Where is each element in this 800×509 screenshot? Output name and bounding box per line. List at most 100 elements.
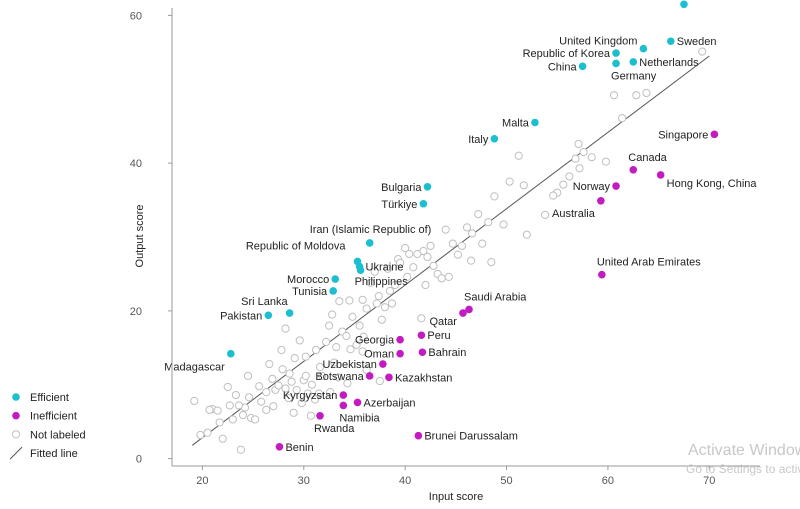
inefficient-label-kyrgyzstan: Kyrgyzstan bbox=[283, 390, 337, 402]
unlabeled-point bbox=[231, 390, 240, 400]
unlabeled-point bbox=[218, 434, 227, 443]
unlabeled-point bbox=[251, 415, 260, 424]
unlabeled-point bbox=[358, 347, 367, 356]
unlabeled-point bbox=[290, 354, 299, 363]
efficient-point-netherlands bbox=[629, 58, 638, 66]
inefficient-point-namibia bbox=[339, 401, 348, 410]
legend: Efficient Inefficient Not labeled Fitted li… bbox=[9, 392, 86, 460]
unlabeled-point bbox=[362, 304, 371, 313]
unlabeled-point bbox=[540, 210, 550, 219]
unlabeled-point bbox=[437, 274, 446, 283]
inefficient-point-benin bbox=[275, 442, 284, 451]
unlabeled-point bbox=[490, 192, 499, 201]
unlabeled-point bbox=[190, 396, 199, 406]
unlabeled-point bbox=[574, 139, 583, 149]
legend-label-not-labeled: Not labeled bbox=[30, 429, 86, 441]
unlabeled-point bbox=[244, 393, 254, 402]
inefficient-point-hong-kong-china bbox=[656, 171, 665, 179]
inefficient-point-kazakhstan bbox=[385, 373, 393, 382]
legend-marker-efficient bbox=[12, 393, 20, 401]
unlabeled-point bbox=[292, 385, 301, 395]
unlabeled-point bbox=[401, 243, 410, 253]
efficient-label-philippines: Philippines bbox=[355, 276, 409, 288]
efficient-label-republic-of-korea: Republic of Korea bbox=[523, 48, 611, 60]
unlabeled-point bbox=[284, 393, 293, 403]
efficient-label-sweden: Sweden bbox=[677, 36, 717, 48]
inefficient-point-rwanda bbox=[316, 411, 324, 420]
unlabeled-point bbox=[265, 359, 274, 369]
inefficient-point-qatar bbox=[459, 309, 467, 317]
unlabeled-point bbox=[317, 371, 327, 380]
unlabeled-point bbox=[321, 337, 331, 346]
unlabeled-point bbox=[223, 382, 232, 392]
unlabeled-point bbox=[203, 428, 212, 437]
unlabeled-point bbox=[213, 406, 222, 415]
inefficient-label-oman: Oman bbox=[364, 349, 394, 361]
inefficient-point-saudi-arabia bbox=[465, 305, 473, 314]
unlabeled-point bbox=[387, 299, 397, 308]
inefficient-label-united-arab-emirates: United Arab Emirates bbox=[597, 257, 701, 269]
unlabeled-point bbox=[285, 369, 294, 378]
inefficient-point-united-arab-emirates bbox=[598, 270, 606, 279]
inefficient-label-botswana: Botswana bbox=[315, 371, 364, 383]
unlabeled-point bbox=[372, 299, 381, 308]
efficient-point-malta bbox=[531, 118, 539, 127]
unlabeled-point bbox=[325, 321, 334, 330]
unlabeled-point bbox=[287, 377, 296, 386]
inefficient-points: Singapore Canada Hong Kong, China Norway Aus… bbox=[275, 129, 757, 454]
unlabeled-point bbox=[268, 374, 277, 383]
unlabeled-point bbox=[374, 291, 383, 301]
efficient-label-sri-lanka: Sri Lanka bbox=[241, 296, 288, 308]
unlabeled-point bbox=[236, 445, 246, 454]
unlabeled-point bbox=[314, 389, 324, 398]
unlabeled-point bbox=[297, 399, 306, 408]
efficient-point-sri-lanka bbox=[285, 309, 294, 317]
inefficient-label-canada: Canada bbox=[628, 152, 667, 164]
unlabeled-point bbox=[262, 405, 271, 414]
inefficient-point-brunei-darussalam bbox=[414, 431, 423, 440]
unlabeled-point bbox=[330, 358, 339, 367]
unlabeled-point bbox=[262, 388, 271, 397]
efficient-point-morocco bbox=[331, 275, 340, 283]
unlabeled-point bbox=[478, 239, 487, 248]
efficient-label-republic-of-moldova: Republic of Moldova bbox=[246, 240, 347, 252]
unlabeled-point bbox=[462, 223, 472, 232]
unlabeled-point bbox=[301, 371, 310, 380]
inefficient-point-norway bbox=[612, 182, 620, 190]
unlabeled-point bbox=[609, 91, 619, 100]
unlabeled-point bbox=[342, 331, 351, 341]
x-tick-label: 50 bbox=[500, 475, 512, 487]
efficient-points: SwitzerlandSwedenUnited KingdomRepublic … bbox=[164, 0, 717, 374]
unlabeled-point bbox=[225, 401, 234, 410]
inefficient-point-oman bbox=[396, 349, 404, 358]
efficient-point-iran-islamic-republic-of bbox=[365, 239, 374, 247]
unlabeled-point bbox=[362, 365, 371, 375]
unlabeled-point bbox=[281, 384, 290, 393]
efficient-label-pakistan: Pakistan bbox=[220, 310, 262, 322]
unlabeled-point bbox=[601, 157, 611, 166]
unlabeled-point bbox=[632, 91, 641, 100]
unlabeled-point bbox=[358, 295, 367, 304]
inefficient-label-norway: Norway bbox=[573, 181, 611, 193]
unlabeled-point bbox=[487, 258, 496, 267]
unlabeled-points bbox=[190, 47, 707, 454]
inefficient-point-azerbaijan bbox=[353, 398, 362, 407]
efficient-point-sweden bbox=[666, 37, 675, 46]
unlabeled-point bbox=[359, 332, 368, 341]
unlabeled-point bbox=[346, 345, 355, 354]
y-tick-label: 40 bbox=[130, 158, 142, 170]
y-tick-label: 20 bbox=[130, 306, 142, 318]
unlabeled-point bbox=[205, 405, 214, 414]
efficient-point-tunisia bbox=[329, 287, 337, 295]
efficient-point-philippines bbox=[356, 266, 365, 275]
unlabeled-point bbox=[326, 388, 335, 397]
efficient-label-china: China bbox=[548, 61, 578, 73]
inefficient-label-singapore: Singapore bbox=[658, 129, 708, 141]
unlabeled-point bbox=[417, 314, 426, 323]
unlabeled-point bbox=[559, 180, 568, 189]
unlabeled-point bbox=[334, 373, 343, 382]
unlabeled-point bbox=[390, 280, 400, 290]
unlabeled-point bbox=[519, 181, 528, 190]
unlabeled-point bbox=[234, 401, 244, 410]
x-tick-label: 30 bbox=[298, 475, 310, 487]
